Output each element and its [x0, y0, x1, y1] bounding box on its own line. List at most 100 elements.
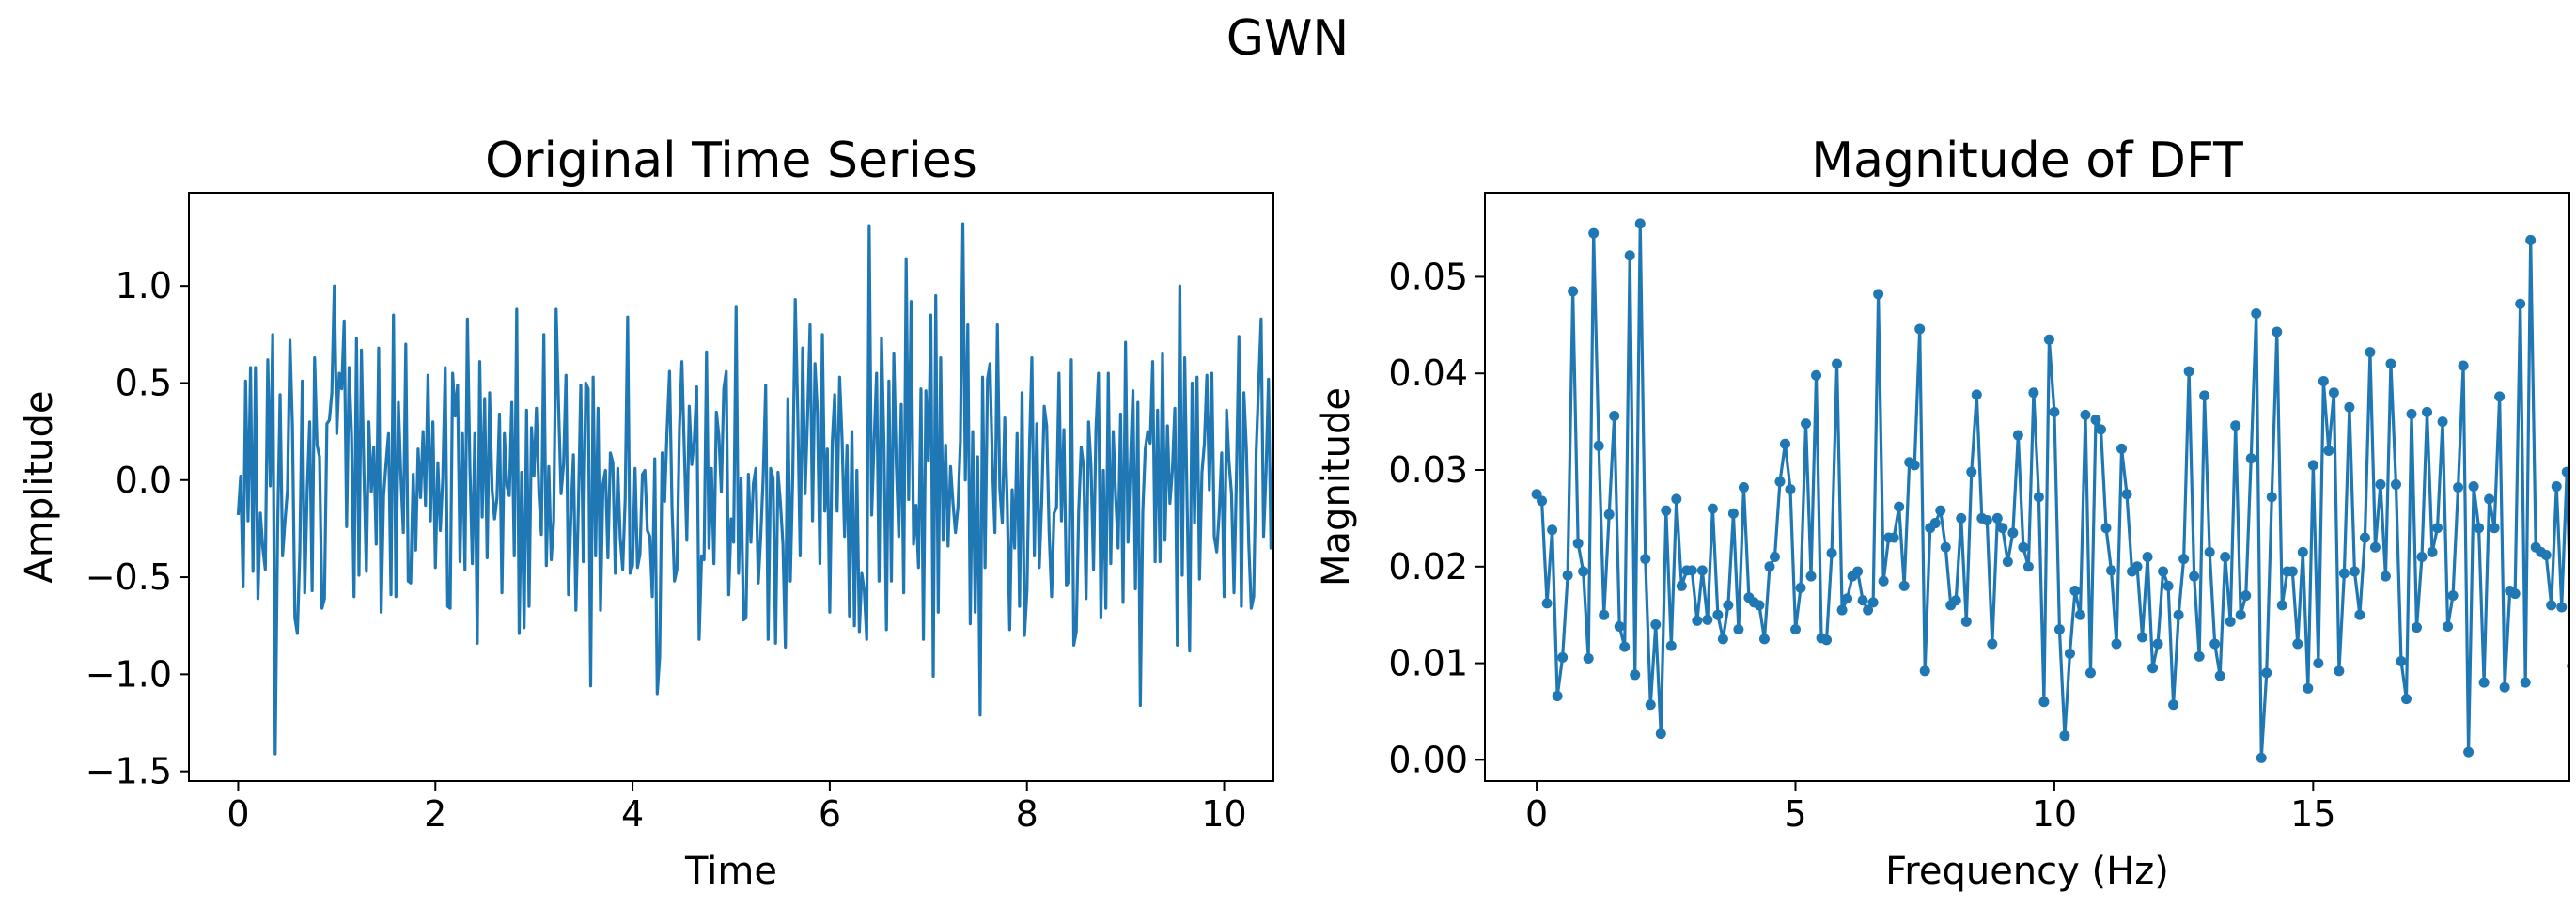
dft-data-point [2204, 546, 2215, 557]
dft-data-point [2007, 527, 2019, 539]
dft-data-point [2137, 632, 2148, 643]
dft-data-point [1898, 580, 1910, 591]
dft-data-point [1578, 566, 1589, 577]
dft-data-point [2292, 638, 2303, 650]
dft-data-point [1645, 699, 1656, 711]
dft-data-point [2142, 552, 2153, 563]
dft-data-point [2158, 566, 2169, 577]
dft-data-point [1940, 541, 1951, 553]
dft-data-point [1686, 565, 1697, 576]
dft-data-point [1758, 634, 1770, 645]
dft-data-point [2307, 460, 2318, 471]
dft-data-point [2173, 609, 2184, 620]
dft-data-point [2266, 492, 2277, 503]
dft-data-point [1671, 493, 1682, 505]
dft-data-point [1960, 616, 1972, 627]
time-series-x-tick-label: 10 [1201, 793, 1246, 835]
figure-suptitle: GWN [1226, 10, 1350, 67]
dft-data-point [1769, 552, 1780, 563]
dft-series-line [1535, 222, 2569, 759]
dft-data-point [1723, 600, 1734, 611]
dft-data-point [1634, 218, 1646, 229]
dft-data-point [2043, 334, 2054, 345]
dft-data-point [2499, 681, 2510, 693]
dft-data-point [1661, 505, 1672, 516]
dft-x-label: Frequency (Hz) [1885, 850, 2169, 893]
dft-data-point [1619, 641, 1631, 652]
dft-data-point [2453, 482, 2464, 493]
dft-data-point [1919, 665, 1930, 677]
dft-data-point [2100, 523, 2112, 534]
dft-data-point [2235, 609, 2246, 620]
dft-y-tick-label: 0.05 [1388, 256, 1468, 297]
dft-data-point [2572, 724, 2576, 734]
dft-data-point [2354, 609, 2365, 620]
dft-y-tick-label: 0.01 [1388, 643, 1468, 684]
dft-data-point [1785, 484, 1796, 495]
dft-data-point [1914, 323, 1926, 335]
dft-data-point [2509, 588, 2521, 600]
dft-data-point [2390, 478, 2401, 490]
dft-data-point [1956, 512, 1967, 524]
dft-data-point [2365, 347, 2376, 358]
dft-data-point [1997, 523, 2008, 534]
dft-data-point [1966, 466, 1977, 477]
dft-data-point [1609, 410, 1620, 421]
dft-data-point [1821, 634, 1833, 646]
time-series-y-ticks: 1.0 0.5 0.0 −0.5 −1.0 −1.5 [86, 265, 189, 792]
dft-data-point [1640, 554, 1651, 565]
dft-data-point [2064, 648, 2075, 659]
dft-data-point [1894, 501, 1905, 512]
dft-plot-area [1531, 218, 2576, 763]
dft-data-point [2546, 600, 2557, 611]
dft-data-point [1712, 609, 1724, 620]
dft-data-point [1909, 460, 1920, 471]
dft-data-point [1562, 570, 1573, 581]
dft-data-point [2489, 523, 2500, 534]
dft-data-point [2463, 746, 2475, 758]
dft-data-point [2002, 556, 2013, 568]
time-series-y-tick-label: 0.0 [116, 460, 172, 501]
dft-data-point [2369, 541, 2381, 553]
time-series-panel: Original Time Series 0 2 4 6 8 10 1.0 0.5 0.0 −0… [18, 133, 1274, 893]
time-series-y-tick-label: −1.5 [86, 751, 172, 792]
dft-data-point [2053, 624, 2065, 635]
dft-data-point [1929, 518, 1941, 529]
dft-data-point [2074, 609, 2085, 620]
dft-data-point [2400, 694, 2412, 705]
dft-data-point [2458, 360, 2469, 371]
dft-data-point [1593, 440, 1604, 451]
dft-data-point [1696, 565, 1708, 576]
dft-data-point [2245, 453, 2256, 464]
dft-data-point [2106, 565, 2117, 576]
dft-data-point [2323, 445, 2334, 456]
dft-data-point [1717, 634, 1728, 645]
dft-data-point [1950, 595, 1961, 606]
dft-data-point [2556, 602, 2568, 613]
dft-title: Magnitude of DFT [1811, 133, 2243, 189]
time-series-plot-area [236, 222, 1273, 756]
dft-data-point [2406, 408, 2417, 419]
dft-data-point [2121, 489, 2132, 500]
dft-data-point [2385, 358, 2396, 369]
dft-y-tick-label: 0.03 [1388, 449, 1468, 491]
dft-data-point [2116, 443, 2128, 454]
dft-data-point [1603, 509, 1615, 520]
time-series-y-tick-label: 1.0 [116, 265, 172, 306]
dft-data-point [2240, 590, 2252, 602]
dft-data-point [2474, 523, 2485, 534]
dft-data-point [2375, 478, 2386, 490]
dft-data-point [2520, 677, 2531, 688]
dft-data-point [2334, 665, 2345, 677]
dft-data-point [2525, 234, 2537, 245]
dft-axes-frame [1484, 192, 2570, 782]
dft-data-point [1987, 638, 1998, 650]
dft-data-point [1599, 609, 1610, 620]
dft-y-label: Magnitude [1315, 387, 1358, 587]
dft-data-point [2059, 730, 2070, 742]
dft-data-point [2090, 415, 2101, 426]
dft-y-tick-label: 0.02 [1388, 546, 1468, 587]
dft-data-point [1568, 286, 1579, 297]
dft-data-point [1650, 618, 1662, 630]
dft-data-point [2209, 638, 2221, 650]
